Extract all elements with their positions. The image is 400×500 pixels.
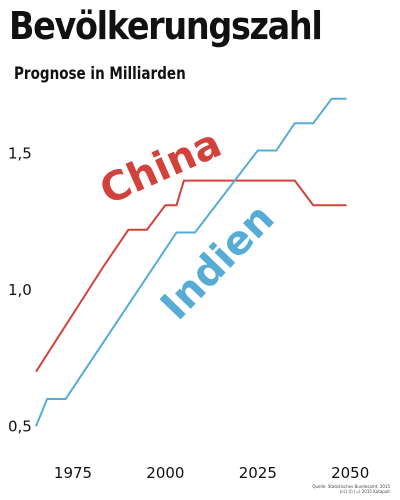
series-line-china xyxy=(35,179,347,373)
y-tick-label: 0,5 xyxy=(8,417,32,435)
license-line: (cc) (i) (=) 2015 Katapult xyxy=(339,489,390,494)
x-tick-label: 1975 xyxy=(54,464,92,482)
series-line-indien xyxy=(35,97,347,427)
source-note: Quelle: Statistisches Bundesamt, 2015 (c… xyxy=(312,484,390,494)
source-line: Quelle: Statistisches Bundesamt, 2015 xyxy=(312,484,390,489)
x-tick-label: 2050 xyxy=(331,464,369,482)
series-label-indien: Indien xyxy=(152,195,283,329)
y-tick-label: 1,5 xyxy=(8,144,32,162)
y-tick-label: 1,0 xyxy=(8,281,32,299)
chart-subtitle: Prognose in Milliarden xyxy=(14,64,186,83)
x-tick-label: 2000 xyxy=(146,464,184,482)
x-tick-label: 2025 xyxy=(239,464,277,482)
series-layer xyxy=(35,97,347,427)
chart-title: Bevölkerungszahl xyxy=(9,4,323,48)
series-label-china: China xyxy=(93,120,228,214)
x-axis-ticks: 1975 2000 2025 2050 xyxy=(54,464,369,482)
y-axis-ticks: 0,5 1,0 1,5 xyxy=(8,144,32,435)
